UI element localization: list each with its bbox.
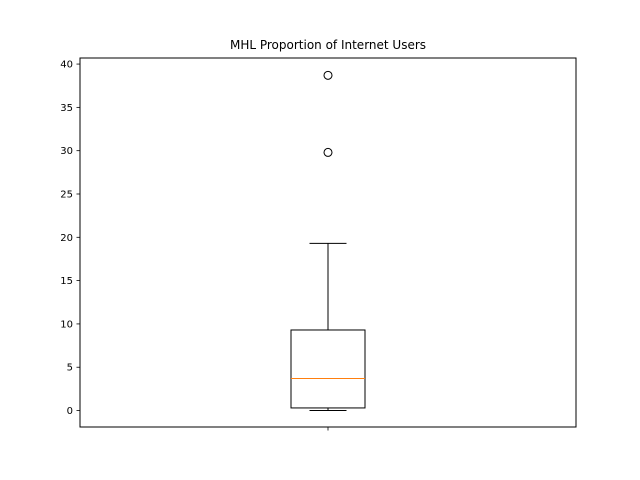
- iqr-box: [290, 329, 366, 409]
- y-tick-label: 20: [60, 233, 73, 244]
- y-tick-label: 30: [60, 146, 73, 157]
- chart-title: MHL Proportion of Internet Users: [230, 38, 426, 52]
- plot-area: 0 5 10 15 20 25 30 35 40: [60, 60, 366, 431]
- y-tick-label: 0: [67, 406, 73, 417]
- y-tick-label: 25: [60, 189, 73, 200]
- y-tick-label: 15: [60, 276, 73, 287]
- y-tick-label: 40: [60, 60, 73, 71]
- plot-frame: [79, 57, 577, 428]
- y-tick-label: 10: [60, 319, 73, 330]
- y-tick-label: 35: [60, 103, 73, 114]
- outlier-point: [323, 147, 333, 157]
- y-tick-label: 5: [67, 363, 73, 374]
- outlier-point: [323, 70, 333, 80]
